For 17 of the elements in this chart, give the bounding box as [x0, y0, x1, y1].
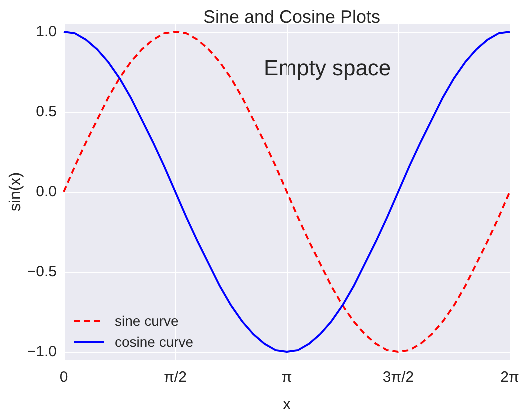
chart-title: Sine and Cosine Plots [203, 7, 381, 27]
y-tick-label: −0.5 [27, 264, 57, 280]
x-tick-label: π/2 [164, 369, 187, 386]
x-tick-label: π [282, 369, 292, 386]
y-tick-label: 1.0 [36, 24, 57, 40]
annotation: Empty space [264, 56, 392, 80]
x-axis-title: x [283, 396, 291, 414]
legend-label: cosine curve [115, 334, 194, 350]
y-axis-title: sin(x) [8, 172, 24, 212]
x-tick-label: 0 [60, 369, 68, 386]
y-tick-label: 0.0 [36, 184, 57, 200]
line-series [63, 31, 511, 353]
legend-label: sine curve [115, 313, 180, 329]
y-tick-label: −1.0 [27, 344, 57, 360]
x-tick-label: 2π [500, 369, 520, 386]
x-tick-label: 3π/2 [382, 369, 414, 386]
y-tick-label: 0.5 [36, 104, 57, 120]
